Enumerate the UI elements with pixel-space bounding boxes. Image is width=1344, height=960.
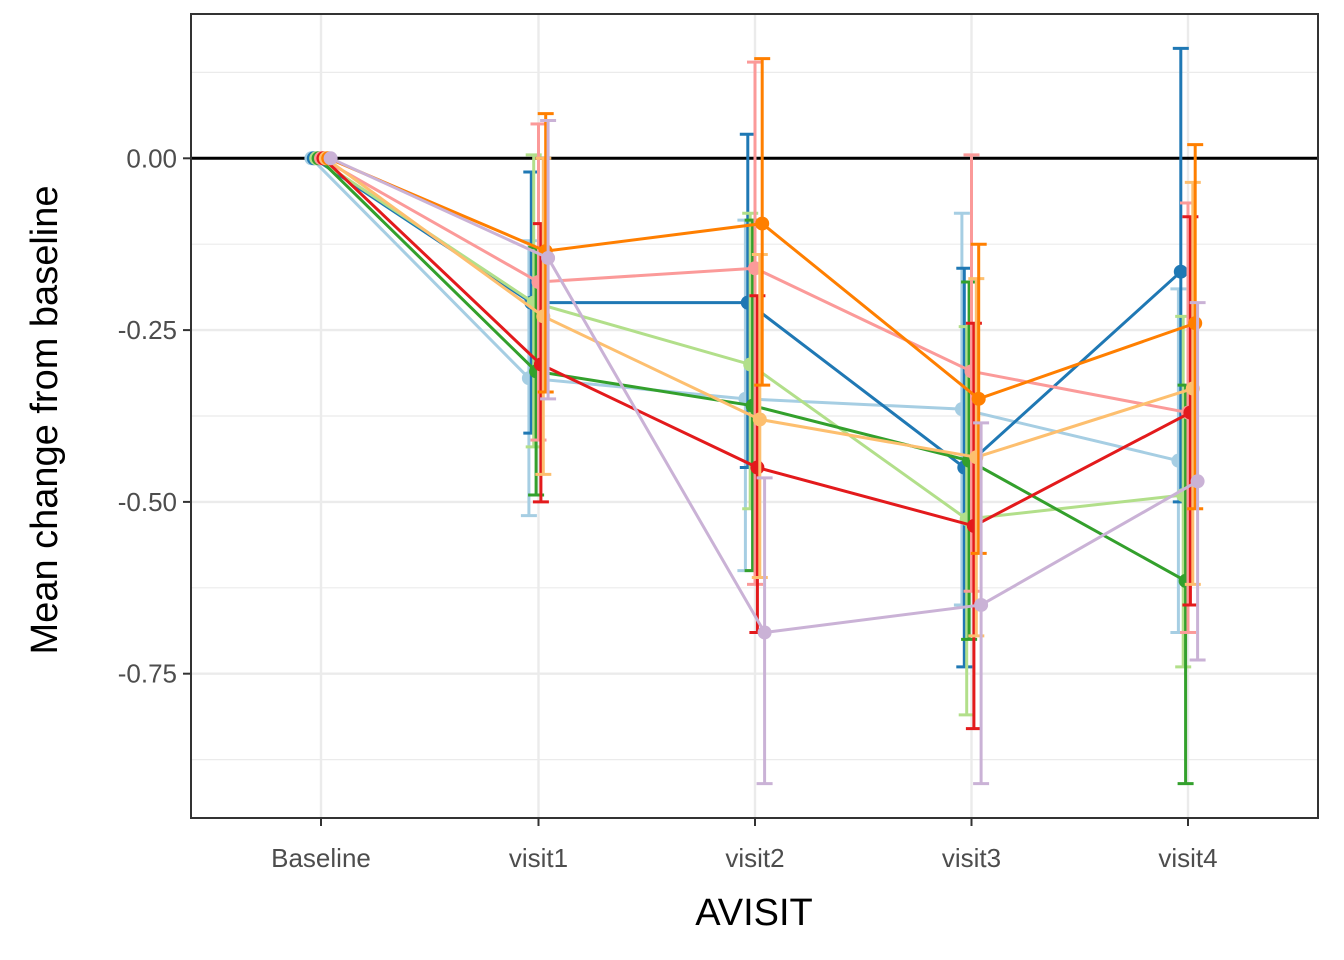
data-point: [971, 391, 986, 406]
x-axis: Baseline visit1 visit2 visit3 visit4: [271, 818, 1218, 873]
x-tick-label: visit4: [1158, 843, 1217, 873]
x-tick-label: visit3: [942, 843, 1001, 873]
y-tick-label: -0.25: [118, 315, 177, 345]
data-point: [750, 460, 765, 475]
series-group: [314, 60, 1196, 634]
series-group: [323, 119, 1206, 786]
y-axis: 0.00 -0.25 -0.50 -0.75: [118, 143, 191, 689]
data-point: [752, 412, 767, 427]
data-point: [541, 250, 556, 265]
data-point: [757, 625, 772, 640]
y-tick-label: 0.00: [126, 143, 177, 173]
y-axis-title: Mean change from baseline: [24, 186, 66, 655]
x-tick-label: visit1: [509, 843, 568, 873]
data-point: [1188, 316, 1203, 331]
data-point: [1190, 474, 1205, 489]
data-point: [323, 151, 338, 166]
y-tick-label: -0.75: [118, 659, 177, 689]
data-point: [755, 216, 770, 231]
x-tick-label: Baseline: [271, 843, 371, 873]
series-group: [318, 151, 1201, 638]
x-tick-label: visit2: [725, 843, 784, 873]
series-layer: [304, 46, 1206, 786]
data-point: [1173, 264, 1188, 279]
data-point: [974, 597, 989, 612]
y-tick-label: -0.50: [118, 487, 177, 517]
x-axis-title: AVISIT: [695, 892, 813, 934]
